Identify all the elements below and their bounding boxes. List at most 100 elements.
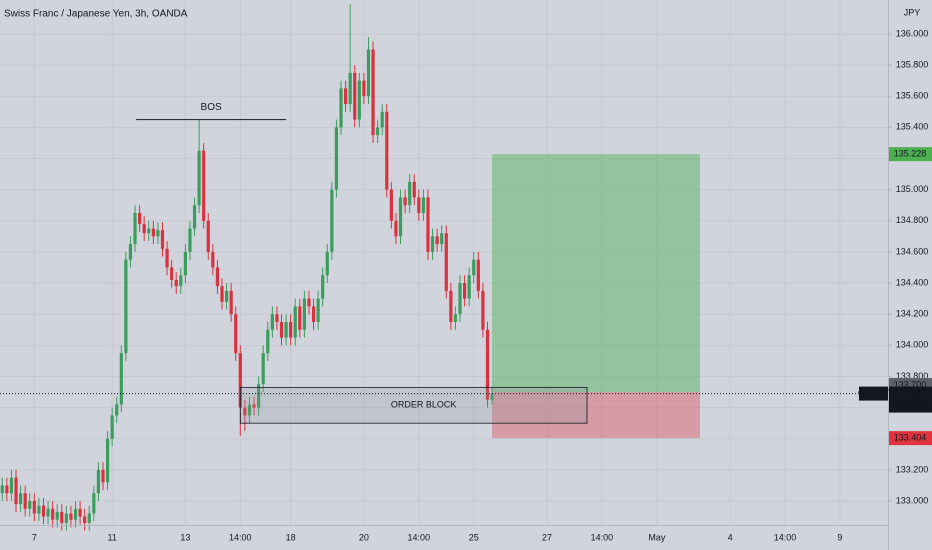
candle-body (32, 501, 36, 514)
candle-body (366, 49, 371, 97)
candle-body (275, 314, 279, 322)
candle-body (206, 220, 210, 252)
candle-body (444, 233, 448, 291)
candle-body (362, 80, 366, 97)
candle-body (316, 298, 320, 322)
y-tick-label: 133.000 (896, 495, 929, 505)
candle-body (23, 493, 27, 509)
candle-body (321, 275, 325, 299)
candle-body (440, 233, 444, 245)
x-tick-label: 14:00 (591, 532, 614, 542)
target-zone (492, 154, 700, 393)
y-tick-label: 133.200 (896, 464, 929, 474)
stop-zone (492, 392, 700, 439)
x-tick-label: 13 (180, 532, 190, 542)
candle-body (261, 353, 265, 385)
candle-body (394, 220, 398, 237)
candle-body (421, 197, 426, 213)
last-price-label: 133.690 (894, 388, 927, 398)
candle-body (183, 251, 187, 276)
candle-body (41, 505, 46, 517)
x-tick-label: 25 (469, 532, 479, 542)
candle-body (220, 286, 224, 302)
candle-body (357, 80, 361, 120)
candle-body (115, 404, 119, 416)
candle-body (101, 469, 105, 483)
candle-body (380, 111, 384, 128)
candle-body (147, 228, 151, 234)
bos-label: BOS (201, 102, 222, 113)
y-tick-label: 135.000 (896, 184, 929, 194)
candle-body (211, 251, 215, 268)
candle-body (325, 251, 329, 276)
candle-body (151, 228, 155, 237)
target-price-tag: 135.228 (894, 149, 927, 159)
candle-body (202, 150, 206, 221)
x-tick-label: 11 (107, 532, 116, 542)
candle-body (289, 321, 293, 338)
candle-body (160, 230, 165, 249)
candle-body (481, 290, 485, 330)
candle-body (472, 259, 476, 276)
axes: 133.000133.200133.400133.600133.800134.0… (32, 28, 932, 542)
candle-body (462, 283, 467, 299)
candle-body (458, 283, 462, 315)
y-tick-label: 134.000 (896, 340, 929, 350)
candle-body (417, 197, 421, 213)
symbol-bg (859, 386, 888, 401)
candle-body (430, 236, 435, 252)
candle-body (348, 72, 352, 105)
candle-body (170, 267, 174, 280)
y-tick-label: 134.600 (896, 246, 929, 256)
candle-body (449, 290, 453, 322)
candle-body (247, 404, 252, 416)
candle-body (138, 212, 142, 224)
candle-body (105, 438, 110, 483)
candle-body (279, 321, 284, 338)
x-tick-label: 14:00 (229, 532, 252, 542)
candle-body (412, 181, 416, 198)
last-price-bg (889, 386, 932, 413)
candle-body (371, 49, 375, 136)
x-tick-label: 14:00 (774, 532, 797, 542)
candle-body (78, 508, 82, 517)
candle-body (224, 290, 229, 302)
x-tick-label: May (648, 532, 666, 542)
candle-body (343, 88, 348, 105)
candle-body (257, 384, 261, 408)
candle-body (389, 189, 393, 221)
x-tick-label: 7 (32, 532, 37, 542)
candle-body (229, 290, 233, 315)
grid (0, 0, 888, 525)
candle-body (133, 212, 137, 245)
candle-body (490, 393, 494, 400)
candle-body (284, 321, 288, 338)
overlays: BOS ORDER BLOCK (0, 102, 888, 424)
y-tick-label: 135.400 (896, 122, 929, 132)
candle-body (96, 469, 101, 494)
symbol-label: CHFJPY (858, 389, 890, 398)
countdown-label: 01:38:22 (892, 400, 927, 410)
candle-body (293, 306, 297, 338)
target-price-tag-bg (889, 147, 932, 162)
candle-body (9, 477, 14, 494)
y-tick-label: 133.800 (896, 371, 929, 381)
candle-body (87, 513, 91, 523)
candle-body (14, 477, 18, 505)
candle-body (330, 189, 334, 252)
candle-body (476, 259, 480, 291)
y-tick-label: 136.000 (896, 28, 929, 38)
candle-body (426, 197, 430, 252)
candle-body (83, 516, 87, 523)
candle-body (37, 505, 41, 514)
x-tick-label: 4 (728, 532, 733, 542)
candle-body (270, 314, 274, 330)
candle-body (124, 259, 128, 354)
candle-body (298, 306, 302, 330)
candle-body (435, 236, 439, 245)
candle-body (73, 508, 78, 520)
chart-title: Swiss Franc / Japanese Yen, 3h, OANDA (4, 9, 188, 20)
candle-body (188, 228, 192, 252)
candle-body (28, 501, 32, 509)
